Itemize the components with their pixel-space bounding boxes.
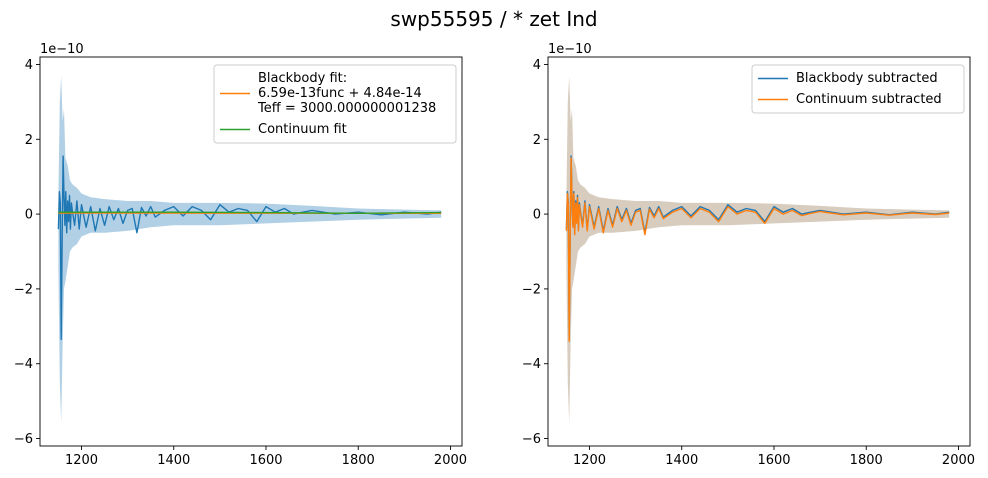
y-tick-label: 2 <box>25 133 33 148</box>
legend-box <box>751 64 965 114</box>
series-line-1 <box>565 155 950 341</box>
legend-label: Continuum subtracted <box>796 92 942 107</box>
y-offset-label: 1e−10 <box>548 42 592 57</box>
legend-box <box>213 64 457 144</box>
x-tick-label: 1600 <box>757 453 790 468</box>
legend-label: Blackbody subtracted <box>796 71 938 86</box>
uncertainty-band <box>566 75 950 424</box>
chart-panel-1: 1200 1400 1600 1800 2000 −6 −4 −2 0 2 4 1e−10 Blackb… <box>14 42 467 468</box>
legend-label: Blackbody fit: 6.59e-13func + 4.84e-14 Tef… <box>257 71 436 116</box>
x-tick-label: 2000 <box>434 453 467 468</box>
x-tick-label: 1800 <box>342 453 375 468</box>
y-tick-label: 2 <box>533 133 541 148</box>
y-tick-label: −6 <box>14 432 33 447</box>
legend-label: Continuum fit <box>258 122 347 137</box>
y-tick-label: 0 <box>25 208 33 223</box>
figure-title: swp55595 / * zet Ind <box>390 7 598 31</box>
y-tick-label: 4 <box>533 58 541 73</box>
x-tick-label: 1200 <box>573 453 606 468</box>
axes-frame <box>547 56 971 447</box>
y-tick-label: 4 <box>25 58 33 73</box>
x-tick-label: 1400 <box>665 453 698 468</box>
x-tick-label: 1200 <box>65 453 98 468</box>
y-offset-label: 1e−10 <box>40 42 84 57</box>
series-line-3 <box>58 211 442 215</box>
x-tick-label: 1400 <box>157 453 190 468</box>
axes-frame <box>39 56 463 447</box>
y-tick-label: −2 <box>522 282 541 297</box>
y-tick-label: −6 <box>522 432 541 447</box>
x-tick-label: 2000 <box>942 453 975 468</box>
y-tick-label: −4 <box>14 357 33 372</box>
series-line-1 <box>57 155 442 341</box>
x-tick-label: 1600 <box>249 453 282 468</box>
x-tick-label: 1800 <box>850 453 883 468</box>
y-tick-label: 0 <box>533 208 541 223</box>
chart-panel-2: 1200 1400 1600 1800 2000 −6 −4 −2 0 2 4 1e−10 Blackb… <box>522 42 975 468</box>
y-tick-label: −2 <box>14 282 33 297</box>
series-line-2 <box>565 157 950 342</box>
y-tick-label: −4 <box>522 357 541 372</box>
